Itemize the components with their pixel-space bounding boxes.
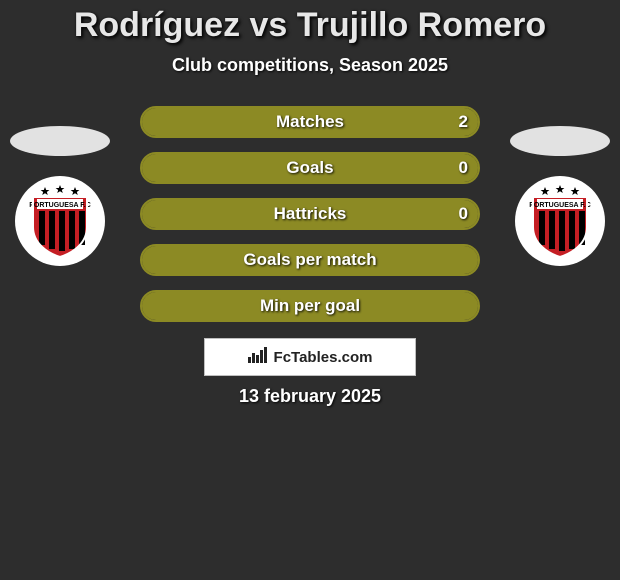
svg-text:PORTUGUESA F.C: PORTUGUESA F.C [29, 202, 91, 209]
chart-bars-icon [248, 347, 268, 367]
stat-row: Matches 2 [140, 106, 480, 138]
watermark-label: FcTables.com [274, 349, 373, 366]
stat-label: Goals [286, 158, 333, 178]
stat-label: Matches [276, 112, 344, 132]
stat-label: Min per goal [260, 296, 360, 316]
stat-value-right: 0 [459, 204, 468, 224]
player-right-column: PORTUGUESA F.C [505, 126, 615, 266]
club-shield-icon: PORTUGUESA F.C [29, 185, 91, 257]
club-stars-icon [41, 185, 80, 195]
stat-row: Goals per match [140, 244, 480, 276]
stat-row: Goals 0 [140, 152, 480, 184]
comparison-widget: Rodríguez vs Trujillo Romero Club compet… [0, 6, 620, 580]
stat-row: Hattricks 0 [140, 198, 480, 230]
player-left-ellipse [10, 126, 110, 156]
player-right-ellipse [510, 126, 610, 156]
stat-label: Goals per match [243, 250, 376, 270]
stat-value-right: 2 [459, 112, 468, 132]
page-title: Rodríguez vs Trujillo Romero [0, 6, 620, 45]
stat-value-right: 0 [459, 158, 468, 178]
player-left-column: PORTUGUESA F.C [5, 126, 115, 266]
player-right-club-badge: PORTUGUESA F.C [515, 176, 605, 266]
stat-label: Hattricks [274, 204, 347, 224]
subtitle: Club competitions, Season 2025 [0, 55, 620, 76]
player-left-club-badge: PORTUGUESA F.C [15, 176, 105, 266]
club-shield-icon: PORTUGUESA F.C [529, 185, 591, 257]
stat-row: Min per goal [140, 290, 480, 322]
watermark-box: FcTables.com [204, 338, 416, 376]
club-stars-icon [541, 185, 580, 195]
stats-container: Matches 2 Goals 0 Hattricks 0 Goals per match M… [140, 106, 480, 322]
date-label: 13 february 2025 [0, 386, 620, 407]
svg-text:PORTUGUESA F.C: PORTUGUESA F.C [529, 202, 591, 209]
